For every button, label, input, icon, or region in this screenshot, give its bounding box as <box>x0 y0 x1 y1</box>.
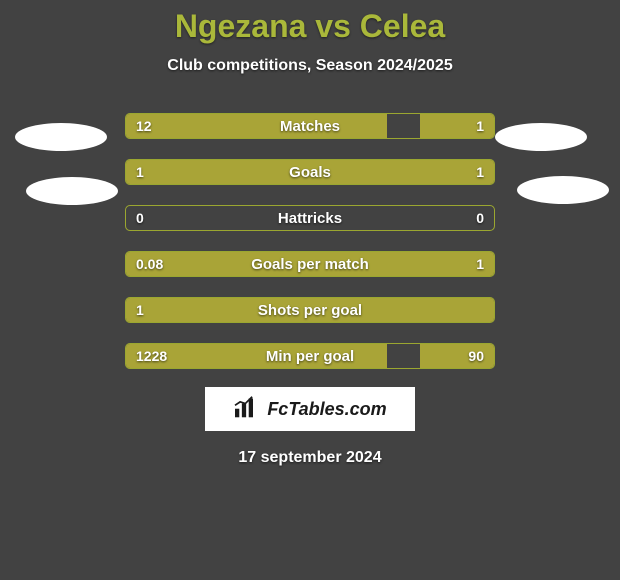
stat-value-right: 90 <box>468 344 484 368</box>
stat-label: Min per goal <box>126 344 494 368</box>
chart-icon <box>233 395 261 424</box>
stat-row: 0.08Goals per match1 <box>125 251 495 277</box>
stat-label: Shots per goal <box>126 298 494 322</box>
stat-label: Hattricks <box>126 206 494 230</box>
stat-label: Matches <box>126 114 494 138</box>
stats-rows: 12Matches11Goals10Hattricks00.08Goals pe… <box>125 113 495 369</box>
stat-value-right: 1 <box>476 160 484 184</box>
stat-row: 0Hattricks0 <box>125 205 495 231</box>
avatar-placeholder-top-left <box>15 123 107 151</box>
stat-row: 1Goals1 <box>125 159 495 185</box>
avatar-placeholder-mid-right <box>517 176 609 204</box>
footer-logo[interactable]: FcTables.com <box>205 387 415 431</box>
stat-value-right: 1 <box>476 252 484 276</box>
stat-label: Goals <box>126 160 494 184</box>
stat-label: Goals per match <box>126 252 494 276</box>
date-label: 17 september 2024 <box>0 449 620 467</box>
stat-row: 12Matches1 <box>125 113 495 139</box>
stat-value-right: 0 <box>476 206 484 230</box>
footer-brand-text: FcTables.com <box>267 399 386 420</box>
page-subtitle: Club competitions, Season 2024/2025 <box>0 57 620 75</box>
stat-row: 1228Min per goal90 <box>125 343 495 369</box>
avatar-placeholder-top-right <box>495 123 587 151</box>
avatar-placeholder-mid-left <box>26 177 118 205</box>
page-title: Ngezana vs Celea <box>0 8 620 45</box>
stat-row: 1Shots per goal <box>125 297 495 323</box>
stat-value-right: 1 <box>476 114 484 138</box>
